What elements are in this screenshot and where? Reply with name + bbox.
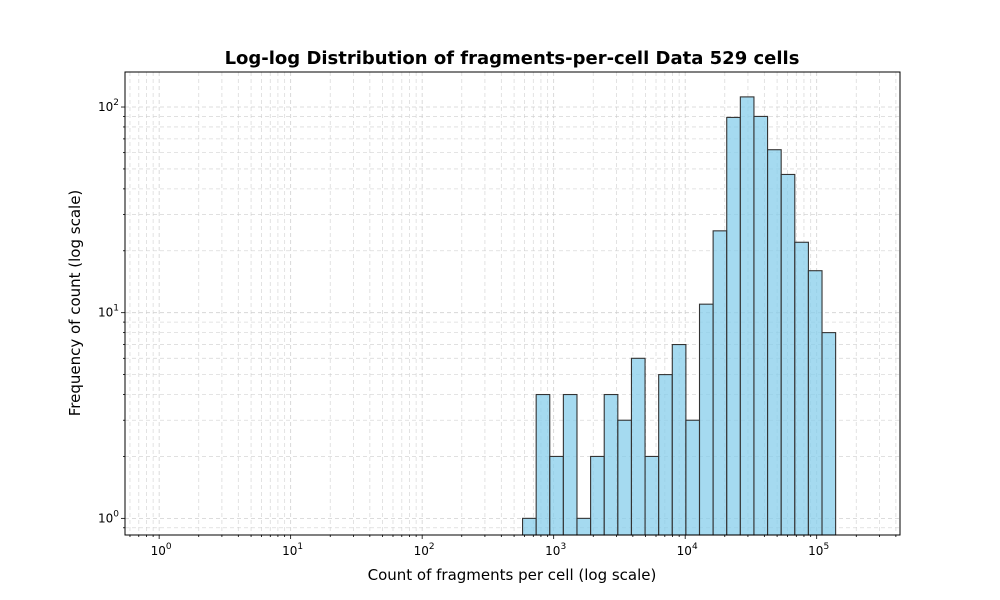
axis-ticks bbox=[121, 106, 897, 539]
histogram-bar bbox=[780, 173, 796, 536]
histogram-bar bbox=[644, 455, 660, 536]
y-tick-label-base: 10 bbox=[98, 306, 113, 320]
histogram-bar bbox=[630, 357, 646, 536]
x-tick-label-base: 10 bbox=[414, 544, 429, 558]
x-tick-label: 100 bbox=[151, 542, 172, 558]
y-tick-label-base: 10 bbox=[98, 511, 113, 525]
x-tick-label-exponent: 2 bbox=[429, 542, 435, 552]
histogram-bar bbox=[576, 517, 592, 536]
histogram-bar bbox=[590, 455, 605, 536]
y-tick-label: 102 bbox=[98, 98, 119, 114]
histogram-bar bbox=[603, 393, 619, 536]
x-tick-label-exponent: 0 bbox=[166, 542, 172, 552]
histogram-bar bbox=[753, 115, 769, 536]
x-tick-label-exponent: 5 bbox=[823, 542, 829, 552]
y-tick-label-exponent: 0 bbox=[113, 509, 119, 519]
histogram-bar bbox=[658, 374, 673, 536]
histogram-bar bbox=[794, 241, 809, 536]
histogram-bar bbox=[549, 455, 564, 536]
x-tick-label: 102 bbox=[414, 542, 435, 558]
x-tick-label-exponent: 3 bbox=[560, 542, 566, 552]
histogram-bar bbox=[617, 419, 632, 536]
x-tick-label: 103 bbox=[545, 542, 566, 558]
x-tick-label-base: 10 bbox=[808, 544, 823, 558]
x-tick-label-base: 10 bbox=[151, 544, 166, 558]
histogram-bar bbox=[807, 270, 823, 536]
y-tick-label: 101 bbox=[98, 304, 119, 320]
histogram-bar bbox=[821, 332, 837, 536]
chart-title: Log-log Distribution of fragments-per-ce… bbox=[225, 48, 800, 69]
plot-frame bbox=[124, 71, 901, 536]
histogram-bar bbox=[522, 517, 537, 536]
x-tick-label-exponent: 1 bbox=[297, 542, 303, 552]
x-tick-label-exponent: 4 bbox=[692, 542, 698, 552]
y-tick-label: 100 bbox=[98, 509, 119, 525]
histogram-bars bbox=[522, 96, 837, 536]
y-tick-label-base: 10 bbox=[98, 100, 113, 114]
y-axis-label: Frequency of count (log scale) bbox=[66, 190, 84, 417]
histogram-bar bbox=[712, 230, 728, 536]
histogram-bar bbox=[535, 393, 551, 536]
histogram-bar bbox=[767, 149, 782, 536]
x-tick-label: 104 bbox=[677, 542, 698, 558]
histogram-bar bbox=[562, 393, 578, 536]
y-tick-label-exponent: 1 bbox=[113, 304, 119, 314]
y-tick-label-exponent: 2 bbox=[113, 98, 119, 108]
histogram-bar bbox=[671, 343, 687, 536]
histogram-bar bbox=[739, 96, 755, 536]
histogram-bar bbox=[698, 303, 714, 536]
x-tick-label-base: 10 bbox=[545, 544, 560, 558]
x-tick-label-base: 10 bbox=[677, 544, 692, 558]
histogram-bar bbox=[726, 116, 741, 536]
x-tick-label: 105 bbox=[808, 542, 829, 558]
x-axis-label: Count of fragments per cell (log scale) bbox=[368, 566, 657, 584]
x-tick-label-base: 10 bbox=[282, 544, 297, 558]
x-tick-label: 101 bbox=[282, 542, 303, 558]
histogram-bar bbox=[685, 419, 701, 536]
